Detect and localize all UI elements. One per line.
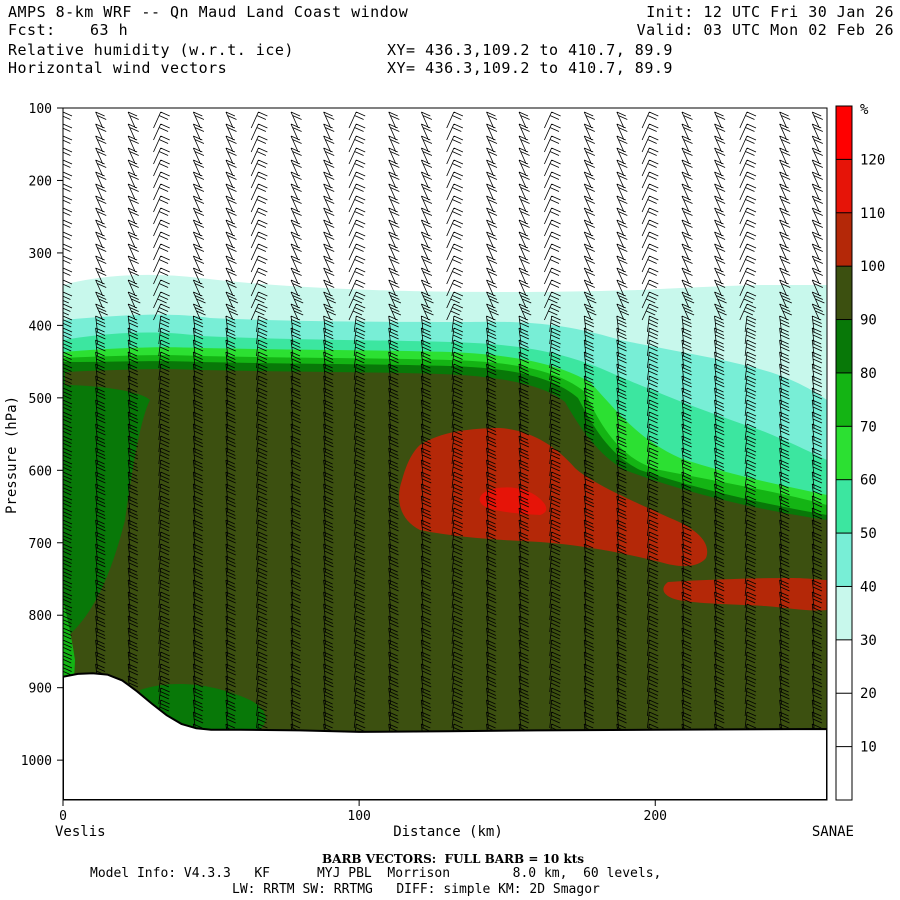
colorbar-segment xyxy=(836,693,852,748)
chart-title: AMPS 8-km WRF -- Qn Maud Land Coast wind… xyxy=(8,3,409,21)
colorbar-label: 90 xyxy=(860,313,877,329)
colorbar-label: 100 xyxy=(860,259,885,275)
cross-section-endpoints-1: XY= 436.3,109.2 to 410.7, 89.9 xyxy=(387,41,673,59)
valid-time: Valid: 03 UTC Mon 02 Feb 26 xyxy=(636,21,894,39)
wind-barbs xyxy=(63,111,825,741)
y-tick-label: 300 xyxy=(29,247,52,262)
field-description-rh: Relative humidity (w.r.t. ice) xyxy=(8,41,294,59)
colorbar-segment xyxy=(836,372,852,427)
colorbar-segment xyxy=(836,212,852,267)
colorbar-segment xyxy=(836,479,852,534)
colorbar-label: 80 xyxy=(860,366,877,382)
colorbar-segment xyxy=(836,426,852,481)
colorbar-label: 30 xyxy=(860,633,877,649)
x-axis-label: Distance (km) xyxy=(393,824,503,840)
y-tick-label: 800 xyxy=(29,609,52,624)
x-tick-label: 0 xyxy=(59,809,67,824)
cross-section-endpoints-2: XY= 436.3,109.2 to 410.7, 89.9 xyxy=(387,59,673,77)
colorbar-frame xyxy=(835,105,853,801)
y-tick-label: 700 xyxy=(29,537,52,552)
x-tick-label: 100 xyxy=(347,809,370,824)
barb-legend-note: BARB VECTORS: FULL BARB = 10 kts xyxy=(322,852,585,866)
colorbar-label: 60 xyxy=(860,473,877,489)
y-tick-label: 200 xyxy=(29,174,52,189)
y-tick-label: 500 xyxy=(29,392,52,407)
y-axis: 100 200 300 400 500 600 700 800 900 1000 xyxy=(21,102,63,769)
colorbar-label: 20 xyxy=(860,686,877,702)
colorbar-label: 70 xyxy=(860,419,877,435)
colorbar-segment xyxy=(836,639,852,694)
colorbar-segment xyxy=(836,746,852,801)
rh-filled-contours xyxy=(63,108,827,800)
terrain-profile xyxy=(63,672,827,800)
x-tick-label: 200 xyxy=(644,809,667,824)
y-tick-label: 900 xyxy=(29,682,52,697)
colorbar: 10 20 30 40 50 60 70 80 90 100 110 120 xyxy=(835,105,885,801)
model-info: Model Info: V4.3.3 KF MYJ PBL Morrison 8… xyxy=(90,866,662,881)
y-tick-label: 400 xyxy=(29,319,52,334)
colorbar-segment xyxy=(836,106,852,160)
rh-band-100-110 xyxy=(63,369,827,735)
colorbar-label: 50 xyxy=(860,526,877,542)
colorbar-label: 120 xyxy=(860,152,885,168)
init-time: Init: 12 UTC Fri 30 Jan 26 xyxy=(646,3,894,21)
field-description-wind: Horizontal wind vectors xyxy=(8,59,228,77)
colorbar-segment xyxy=(836,586,852,641)
colorbar-segment xyxy=(836,266,852,321)
y-tick-label: 1000 xyxy=(21,754,52,769)
x-axis: 0 100 200 xyxy=(59,800,667,824)
colorbar-segment xyxy=(836,319,852,374)
x-right-station-label: SANAE xyxy=(812,824,854,840)
colorbar-label: 110 xyxy=(860,206,885,222)
model-physics: LW: RRTM SW: RRTMG DIFF: simple KM: 2D S… xyxy=(232,882,600,897)
forecast-hour-label: Fcst: xyxy=(8,21,56,39)
x-left-station-label: Veslis xyxy=(55,824,106,840)
colorbar-label: 40 xyxy=(860,579,877,595)
y-axis-label: Pressure (hPa) xyxy=(4,396,20,514)
colorbar-unit: % xyxy=(860,102,869,118)
forecast-hour-value: 63 h xyxy=(90,21,129,39)
colorbar-label: 10 xyxy=(860,740,877,756)
colorbar-segment xyxy=(836,159,852,214)
plot-frame xyxy=(62,107,828,801)
y-tick-label: 600 xyxy=(29,464,52,479)
y-tick-label: 100 xyxy=(29,102,52,117)
wind-barb-field xyxy=(63,111,825,741)
colorbar-segment xyxy=(836,533,852,587)
rh-band-120-plus xyxy=(479,487,547,515)
